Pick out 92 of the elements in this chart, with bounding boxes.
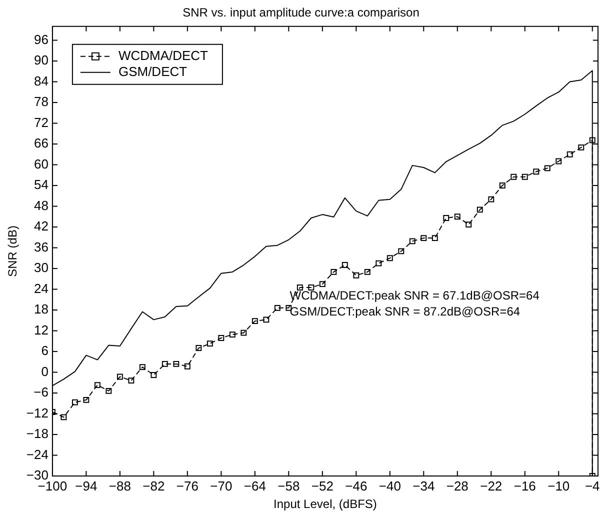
y-tick-label: 66 [34, 136, 48, 151]
y-axis-title: SNR (dB) [6, 226, 20, 277]
point [589, 137, 596, 144]
point [578, 144, 584, 150]
y-tick-label: 96 [34, 32, 48, 47]
point [72, 399, 78, 406]
y-tick-label: 6 [41, 343, 48, 358]
point [184, 363, 190, 370]
point [308, 284, 314, 290]
x-tick-label: −10 [548, 478, 570, 494]
y-tick-label: 72 [34, 114, 48, 130]
y-tick-label: −24 [26, 446, 48, 462]
point [83, 396, 90, 403]
x-tick-label: −46 [345, 478, 368, 494]
point [128, 378, 134, 384]
point [252, 318, 258, 324]
point [454, 214, 460, 220]
point [353, 272, 360, 278]
point [533, 168, 540, 175]
x-tick-label: −16 [514, 478, 536, 494]
point [432, 235, 438, 242]
point [173, 360, 180, 367]
x-tick-label: −64 [244, 478, 266, 494]
x-tick-label: −40 [378, 478, 401, 494]
point [206, 340, 213, 347]
x-axis-title: Input Level, (dBFS) [274, 497, 377, 512]
y-tick-label: −30 [26, 468, 48, 483]
y-tick-label: 54 [34, 177, 48, 192]
y-tick-label: −12 [26, 405, 48, 420]
point [510, 174, 517, 180]
point [296, 284, 303, 290]
point [566, 151, 573, 158]
point [116, 374, 123, 380]
point [544, 165, 550, 172]
point [60, 414, 67, 420]
y-tick-label: 90 [34, 52, 48, 68]
chart-title: SNR vs. input amplitude curve:a comparison [182, 6, 420, 20]
y-tick-label: 30 [34, 260, 48, 276]
x-tick-label: −70 [210, 478, 232, 494]
point [488, 196, 494, 202]
point [240, 330, 247, 336]
y-tick-label: 78 [34, 94, 48, 110]
point [319, 281, 326, 288]
x-tick-label: −34 [412, 478, 435, 494]
point [106, 388, 112, 394]
y-tick-label: 0 [41, 364, 48, 379]
y-tick-label: 12 [34, 322, 48, 338]
y-tick-label: −6 [34, 384, 48, 400]
point [420, 235, 427, 242]
point [466, 222, 472, 228]
annotation: GSM/DECT:peak SNR = 87.2dB@OSR=64 [290, 304, 520, 318]
y-tick-label: 84 [34, 73, 48, 88]
x-tick-label: −82 [142, 478, 165, 494]
point [342, 262, 348, 268]
x-tick-label: −88 [108, 478, 131, 494]
point [556, 158, 562, 164]
x-tick-label: −76 [176, 478, 198, 494]
point [476, 206, 483, 213]
point [443, 215, 450, 221]
point [162, 360, 168, 367]
y-tick-label: 24 [34, 280, 48, 296]
y-tick-label: 42 [34, 218, 48, 234]
point [94, 382, 100, 388]
point [398, 248, 404, 254]
x-tick-label: −4 [584, 478, 600, 494]
x-tick-label: −22 [480, 478, 502, 494]
legend-label: WCDMA/DECT [118, 48, 208, 63]
legend-label: GSM/DECT [118, 64, 188, 79]
y-tick-label: 36 [34, 239, 48, 254]
y-tick-label: 48 [34, 198, 48, 213]
x-tick-label: −52 [311, 478, 334, 494]
point [376, 260, 382, 266]
point [499, 182, 506, 188]
x-tick-label: −28 [446, 478, 468, 494]
point [229, 332, 236, 338]
point [364, 268, 370, 275]
point [196, 345, 202, 352]
x-tick-label: −94 [75, 478, 98, 494]
y-tick-label: −18 [26, 426, 48, 442]
point [263, 316, 270, 323]
point [150, 372, 157, 378]
annotation: WCDMA/DECT:peak SNR = 67.1dB@OSR=64 [290, 288, 540, 302]
point [386, 255, 393, 262]
x-tick-label: −58 [278, 478, 300, 494]
point [409, 238, 416, 244]
point [522, 174, 528, 180]
point [139, 364, 146, 370]
y-tick-label: 18 [34, 302, 48, 317]
point [330, 268, 337, 275]
point [218, 335, 224, 341]
point [274, 304, 280, 311]
y-tick-label: 60 [34, 156, 48, 172]
